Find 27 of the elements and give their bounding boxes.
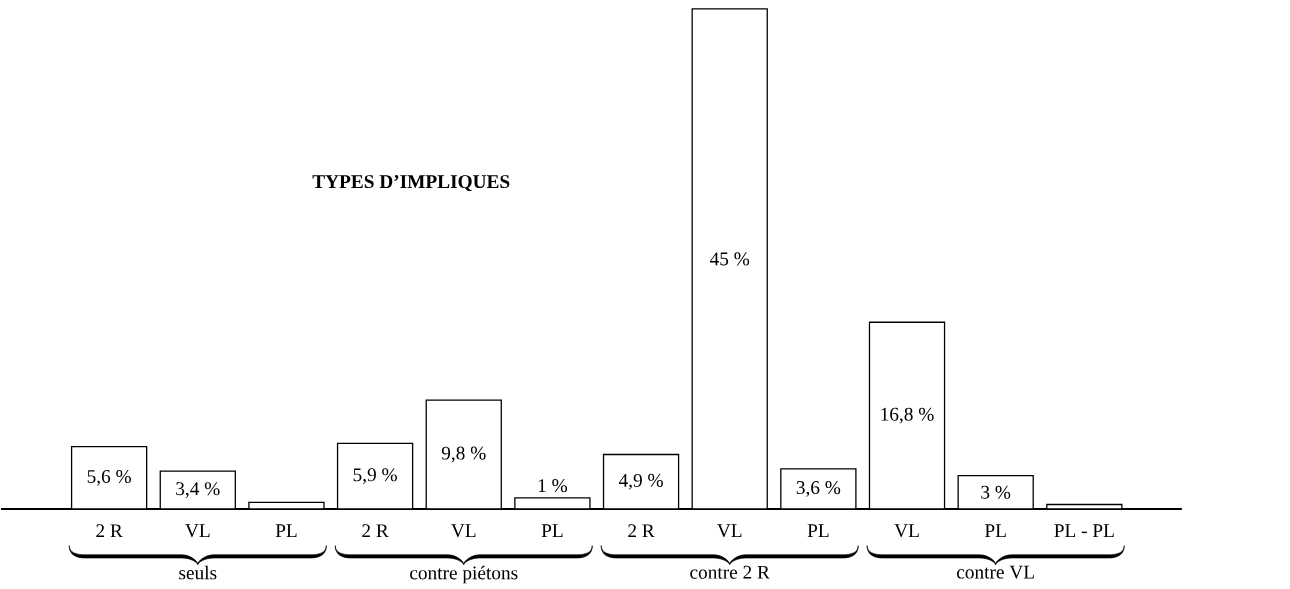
- x-tick-label: PL: [807, 524, 829, 538]
- data-label: 3 %: [981, 485, 1011, 499]
- data-label: 45 %: [709, 252, 750, 266]
- x-tick-label: VL: [717, 524, 742, 538]
- data-label: 4,9 %: [618, 473, 663, 490]
- x-tick-label: PL: [984, 524, 1006, 538]
- x-tick-label: 2 R: [96, 524, 123, 538]
- x-tick-label: 2 R: [362, 524, 389, 538]
- data-label: 16,8 %: [881, 407, 934, 424]
- text: contre piétons: [410, 565, 518, 584]
- data-label: 3,4 %: [176, 482, 220, 499]
- data-label: 1 %: [538, 479, 567, 493]
- x-tick-label: 2 R: [628, 524, 655, 538]
- x-tick-label: VL: [451, 524, 476, 538]
- x-tick-label: PL: [275, 524, 297, 538]
- data-label: 5,6 %: [87, 470, 131, 486]
- x-tick-label: PL: [541, 524, 563, 538]
- text: contre 2 R: [690, 565, 770, 579]
- text: TYPES D’IMPLIQUES: [312, 175, 510, 192]
- x-tick-label: VL: [894, 524, 919, 538]
- data-label: 3,6 %: [796, 481, 841, 498]
- text: seuls: [179, 565, 217, 580]
- text: contre VL: [957, 565, 1034, 579]
- data-label: 9,8 %: [441, 446, 486, 463]
- x-tick-label: PL - PL: [1054, 524, 1114, 538]
- x-tick-label: VL: [185, 524, 210, 538]
- data-label: 5,9 %: [353, 468, 397, 485]
